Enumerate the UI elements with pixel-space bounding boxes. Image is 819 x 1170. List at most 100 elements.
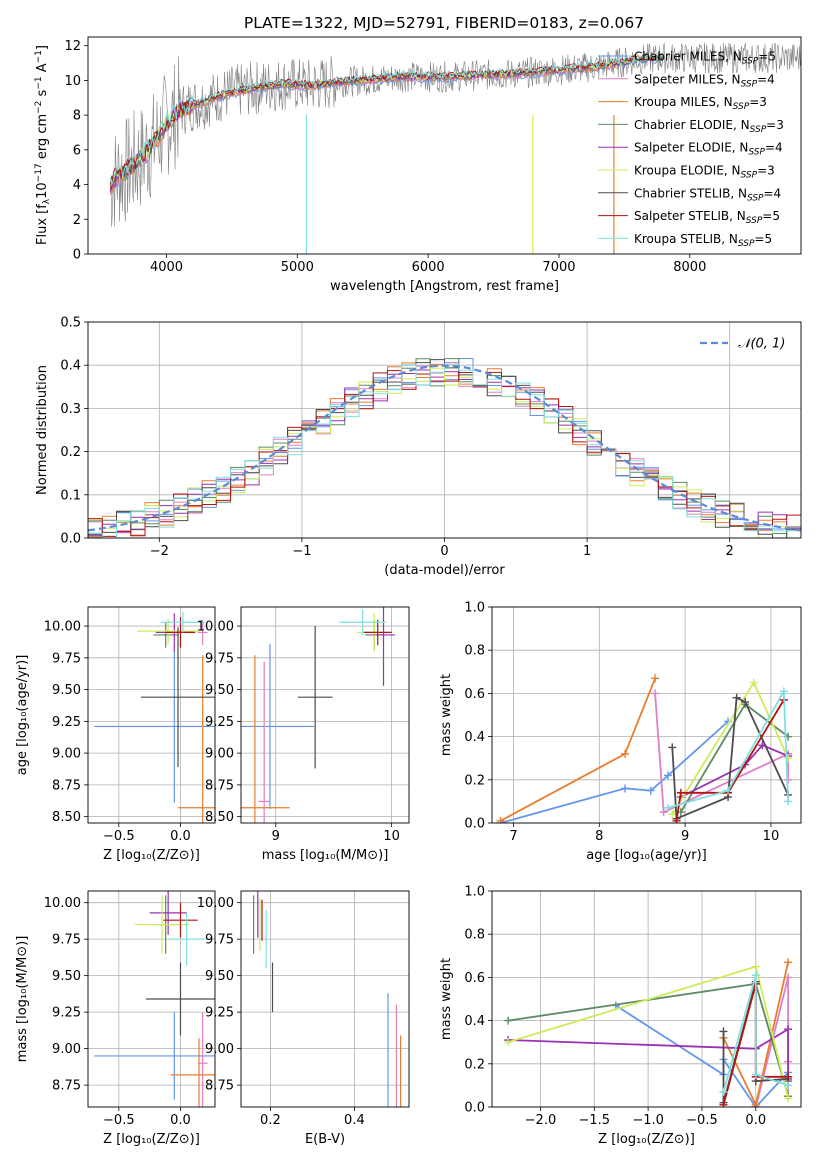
- error-bar-point: [149, 891, 187, 935]
- x-axis-label: wavelength [Angstrom, rest frame]: [330, 279, 559, 294]
- x-tick-label: 7000: [542, 260, 575, 275]
- y-tick-label: 9.00: [205, 1042, 234, 1057]
- plus-marker: [621, 749, 630, 758]
- y-tick-label: 8.50: [205, 810, 234, 825]
- x-tick-label: 0.4: [344, 1113, 365, 1128]
- plus-marker: [651, 674, 660, 683]
- x-tick-label: 0.0: [170, 829, 191, 844]
- y-tick-label: 8.75: [205, 1079, 234, 1094]
- x-tick-label: 8000: [673, 260, 706, 275]
- legend-entry-label: Kroupa ELODIE, NSSP=3: [634, 164, 775, 181]
- error-bar-point: [168, 912, 206, 966]
- x-axis-label: Z [log₁₀(Z/Z⊙)]: [598, 1132, 695, 1147]
- axes-frame: [87, 890, 216, 1108]
- y-tick-label: 1.0: [464, 885, 485, 900]
- error-bar-point: [339, 609, 386, 635]
- plus-marker: [779, 687, 788, 696]
- x-tick-label: −0.5: [686, 1113, 718, 1128]
- legend-entry-label: Salpeter MILES, NSSP=4: [634, 72, 775, 89]
- y-tick-label: 10.00: [197, 620, 234, 635]
- axes-frame: [491, 606, 802, 824]
- y-axis-label-part: A: [35, 63, 50, 76]
- legend-entry-sub: SSP: [747, 193, 764, 203]
- error-bar-point: [297, 626, 333, 769]
- y-axis-label-part: 10: [35, 182, 50, 199]
- legend-entry-label: Salpeter STELIB, NSSP=5: [634, 209, 780, 226]
- plus-marker: [784, 1072, 793, 1081]
- y-tick-label: 0: [73, 248, 81, 263]
- legend-entry-name: Kroupa STELIB, N: [634, 232, 738, 246]
- plus-marker: [504, 1016, 513, 1025]
- legend-entry-name: Kroupa MILES, N: [634, 95, 733, 109]
- y-tick-label: 12: [64, 39, 81, 54]
- x-tick-label: −0.5: [103, 829, 135, 844]
- legend-entry-tail: =5: [762, 209, 780, 223]
- legend-entry-name: Salpeter MILES, N: [634, 72, 741, 86]
- legend-entry-label: Kroupa STELIB, NSSP=5: [634, 232, 772, 249]
- y-tick-label: 0.6: [464, 971, 485, 986]
- legend-entry-sub: SSP: [738, 239, 755, 249]
- residual-histogram-plot: [88, 358, 801, 538]
- y-tick-label: 9.75: [52, 651, 81, 666]
- plus-marker: [741, 698, 750, 707]
- axes-frame: [87, 36, 802, 255]
- legend-entry-name: Salpeter ELODIE, N: [634, 141, 748, 155]
- y-tick-label: 8.50: [52, 810, 81, 825]
- y-tick-label: 2: [73, 213, 81, 228]
- y-tick-label: 6: [73, 143, 81, 158]
- error-bar-point: [94, 1012, 215, 1100]
- plus-marker: [784, 754, 793, 763]
- legend-entry-sub: SSP: [741, 79, 758, 89]
- mass-vs-EBV-axes: 0.2 0.4 8.75 9.00 9.25 9.50 9.75 10.00 E(B-V): [197, 890, 410, 1147]
- y-axis-label: age [log₁₀(age/yr)]: [15, 655, 30, 776]
- error-bar-point: [170, 1038, 215, 1107]
- y-tick-label: 8.75: [205, 778, 234, 793]
- plus-marker: [751, 1070, 760, 1079]
- y-tick-label: 0.6: [464, 687, 485, 702]
- y-axis-label-part: ]: [35, 45, 50, 50]
- legend-entry-label: Kroupa MILES, NSSP=3: [634, 95, 767, 112]
- y-tick-label: 9.25: [205, 1006, 234, 1021]
- mass-weight-series-line: [680, 744, 789, 798]
- y-tick-label: 0.2: [464, 1057, 485, 1072]
- axes-frame: [87, 321, 802, 539]
- legend-entry-tail: =5: [758, 50, 776, 64]
- plus-marker: [668, 810, 677, 819]
- legend-entry-sub: SSP: [742, 57, 759, 67]
- mass-weight-series-line: [675, 699, 785, 821]
- legend-entry-name: Chabrier MILES, N: [634, 50, 742, 64]
- legend-entry-name: Salpeter STELIB, N: [634, 209, 746, 223]
- mass-weight-series-line: [508, 1027, 789, 1082]
- error-bar-point: [371, 607, 396, 686]
- y-axis-label-part: s: [35, 89, 50, 100]
- y-tick-label: 0.2: [60, 445, 81, 460]
- plus-marker: [719, 1027, 728, 1036]
- x-tick-label: 0.0: [745, 1113, 766, 1128]
- legend-entry-tail: =4: [764, 186, 782, 200]
- y-tick-label: 0.3: [60, 402, 81, 417]
- plus-marker: [784, 1094, 793, 1103]
- plus-marker: [676, 788, 685, 797]
- plus-marker: [751, 971, 760, 980]
- y-tick-label: 8: [73, 109, 81, 124]
- x-tick-label: 5000: [281, 260, 314, 275]
- error-bar-point: [145, 962, 215, 1036]
- y-axis-label-part: −2: [34, 101, 44, 114]
- y-tick-label: 9.25: [52, 715, 81, 730]
- y-axis-label: mass weight: [439, 674, 454, 756]
- x-tick-label: 0: [440, 544, 448, 559]
- plus-marker: [668, 743, 677, 752]
- mass-weight-series-line: [722, 974, 789, 1093]
- legend-entry-tail: =3: [757, 164, 775, 178]
- legend-entry-tail: =4: [757, 72, 775, 86]
- error-bar-point: [363, 619, 392, 646]
- plus-marker: [784, 1081, 793, 1090]
- legend-entry-name: Chabrier STELIB, N: [634, 186, 747, 200]
- x-tick-label: 10: [383, 829, 400, 844]
- y-axis-label: mass weight: [439, 958, 454, 1040]
- y-tick-label: 0.4: [464, 1014, 485, 1029]
- x-axis-label: E(B-V): [305, 1132, 345, 1147]
- y-tick-label: 9.75: [205, 933, 234, 948]
- x-axis-label: mass [log₁₀(M/M⊙)]: [262, 848, 389, 863]
